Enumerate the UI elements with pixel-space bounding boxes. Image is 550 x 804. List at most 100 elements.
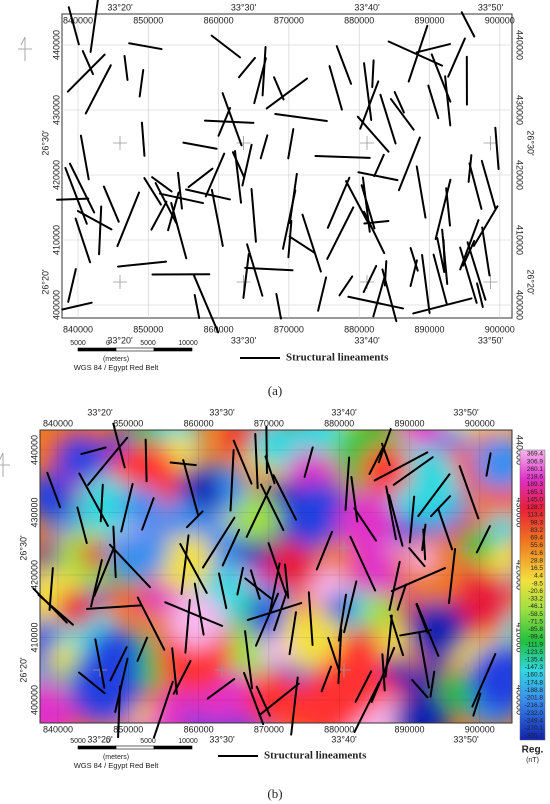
graticule-cross bbox=[459, 663, 473, 677]
lineament bbox=[210, 34, 242, 59]
lineament bbox=[87, 436, 129, 486]
lineament bbox=[180, 534, 190, 595]
lineament bbox=[387, 40, 444, 67]
lineament bbox=[242, 252, 250, 299]
lineament bbox=[379, 93, 397, 145]
graticule-cross bbox=[337, 541, 351, 555]
lineament bbox=[320, 665, 333, 693]
lineament bbox=[143, 177, 162, 206]
colorbar-label: -85.8 bbox=[528, 626, 543, 633]
lineament bbox=[109, 646, 128, 682]
raster-blob bbox=[260, 433, 287, 460]
easting-label: 840000 bbox=[63, 15, 93, 25]
lineament bbox=[430, 495, 452, 518]
lineament bbox=[37, 593, 74, 626]
lineament bbox=[117, 260, 168, 268]
scale-segment bbox=[153, 347, 193, 352]
easting-label: 840000 bbox=[43, 418, 73, 428]
colorbar-label: 260.1 bbox=[527, 466, 544, 473]
colorbar-label: -20.6 bbox=[528, 588, 543, 595]
lineament bbox=[287, 219, 293, 259]
scale-label: 10000 bbox=[178, 340, 198, 347]
raster-blob bbox=[487, 511, 512, 545]
colorbar-label: 306.9 bbox=[527, 458, 544, 465]
northing-label: 420000 bbox=[515, 160, 525, 190]
legend-label: Structural lineaments bbox=[286, 352, 389, 364]
lineament bbox=[102, 185, 120, 223]
lineament bbox=[485, 452, 492, 477]
lineament bbox=[201, 516, 236, 569]
raster-blob bbox=[80, 540, 109, 569]
lineament bbox=[349, 535, 377, 592]
easting-label: 880000 bbox=[344, 324, 374, 334]
lineament bbox=[408, 547, 426, 568]
colorbar bbox=[519, 449, 546, 741]
lineament bbox=[84, 64, 112, 115]
lineament bbox=[357, 171, 399, 182]
scale-segment bbox=[77, 347, 117, 352]
lineament bbox=[472, 692, 482, 717]
lineament bbox=[287, 128, 295, 160]
lineament bbox=[150, 200, 168, 231]
easting-label: 870000 bbox=[274, 324, 304, 334]
lineament bbox=[396, 583, 407, 611]
north-arrow bbox=[18, 36, 32, 61]
lineament bbox=[362, 264, 378, 294]
lineament bbox=[444, 75, 452, 127]
colorbar-unit: (nT) bbox=[526, 757, 539, 764]
raster-blob bbox=[77, 475, 136, 534]
lineament bbox=[437, 507, 454, 551]
graticule-cross bbox=[360, 136, 374, 150]
lineament bbox=[384, 614, 393, 678]
lineament bbox=[307, 591, 314, 646]
colorbar-label: 69.4 bbox=[530, 535, 543, 542]
lineament bbox=[442, 238, 446, 272]
northing-label: 430000 bbox=[51, 95, 61, 125]
colorbar-label: -135.4 bbox=[525, 657, 544, 664]
lineament bbox=[98, 205, 103, 256]
raster-blob bbox=[393, 691, 450, 723]
lineament bbox=[80, 446, 107, 456]
lineament bbox=[422, 528, 427, 561]
lineament bbox=[481, 226, 491, 277]
colorbar-label: 165.1 bbox=[527, 489, 544, 496]
lineament bbox=[288, 235, 316, 254]
lineament bbox=[354, 670, 373, 703]
lineaments bbox=[56, 0, 500, 334]
lineament bbox=[67, 6, 80, 46]
scale-unit: (meters) bbox=[103, 754, 129, 761]
lineament bbox=[154, 182, 178, 224]
lineament bbox=[407, 24, 429, 83]
graticule-cross bbox=[236, 275, 251, 289]
lineament bbox=[185, 188, 231, 201]
easting-label: 860000 bbox=[184, 724, 214, 734]
lineament bbox=[184, 599, 191, 654]
lineament bbox=[204, 152, 226, 198]
panel-caption: (a) bbox=[268, 383, 282, 398]
lineament bbox=[415, 165, 427, 219]
lineament bbox=[182, 141, 218, 150]
lineaments bbox=[32, 422, 497, 739]
raster-blob bbox=[56, 435, 103, 482]
lineament bbox=[290, 676, 299, 736]
lineament bbox=[89, 0, 99, 53]
longitude-label: 33°20' bbox=[87, 407, 113, 417]
lineament bbox=[117, 685, 122, 739]
graticule-cross bbox=[93, 541, 107, 555]
lineament bbox=[472, 205, 499, 247]
lineament bbox=[373, 451, 429, 482]
colorbar-label: -270.1 bbox=[525, 725, 544, 732]
lineament bbox=[255, 592, 280, 647]
lineament bbox=[245, 485, 272, 538]
easting-label: 850000 bbox=[113, 724, 143, 734]
colorbar-label: -160.5 bbox=[525, 672, 544, 679]
lineament bbox=[363, 62, 373, 122]
lineament bbox=[193, 582, 205, 636]
easting-label: 900000 bbox=[465, 724, 495, 734]
northing-label: 440000 bbox=[515, 435, 525, 465]
colorbar-label: -216.3 bbox=[525, 702, 544, 709]
lineament bbox=[347, 295, 404, 310]
raster-blob bbox=[337, 491, 398, 553]
latitude-label: 26°30' bbox=[40, 130, 50, 156]
lineament bbox=[373, 153, 385, 178]
